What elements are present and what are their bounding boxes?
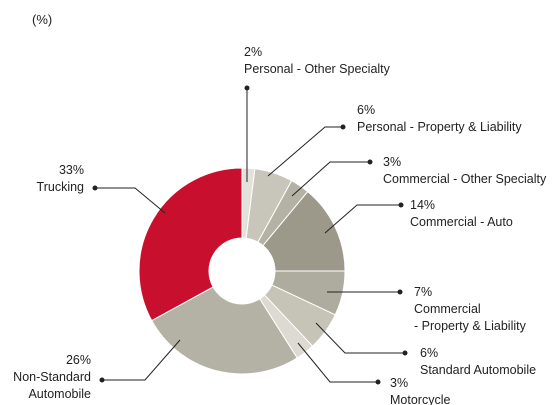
category-label: Commercial - Property & Liability	[414, 302, 526, 333]
slice-label: 6% Personal - Property & Liability	[357, 102, 522, 136]
value-label: 3%	[390, 376, 409, 390]
leader-dot	[244, 85, 250, 91]
slice-label: 3% Commercial - Other Specialty	[383, 154, 546, 188]
category-label: Non-Standard Automobile	[13, 370, 91, 401]
value-label: 2%	[244, 45, 263, 59]
leader-line	[95, 187, 166, 214]
slice-label: 33% Trucking	[37, 162, 84, 196]
leader-line	[297, 342, 378, 383]
slice	[151, 286, 298, 375]
category-label: Personal - Other Specialty	[244, 62, 390, 76]
leader-dot	[397, 289, 403, 295]
slice-label: 26% Non-Standard Automobile	[13, 352, 91, 403]
leader-dot	[398, 202, 404, 208]
leader-line	[315, 322, 405, 354]
leader-dot	[402, 350, 408, 356]
value-label: 3%	[383, 155, 402, 169]
leader-dot	[92, 185, 98, 191]
leader-line	[324, 204, 401, 234]
value-label: 14%	[410, 198, 436, 212]
slice-label: 7% Commercial - Property & Liability	[414, 284, 526, 335]
value-label: 6%	[357, 103, 376, 117]
category-label: Motorcycle	[390, 393, 451, 405]
leader-dot	[99, 377, 105, 383]
slice-label: 14% Commercial - Auto	[410, 197, 513, 231]
slice-label: 3% Motorcycle	[390, 375, 450, 405]
leader-dot	[375, 379, 381, 385]
category-label: Trucking	[36, 180, 84, 194]
slice-label: 2% Personal - Other Specialty	[244, 44, 390, 78]
value-label: 26%	[65, 353, 91, 367]
value-label: 33%	[58, 163, 84, 177]
category-label: Standard Automobile	[420, 363, 537, 377]
leader-dot	[340, 124, 346, 130]
category-label: Commercial - Other Specialty	[383, 172, 547, 186]
leader-dot	[367, 159, 373, 165]
slice	[138, 167, 243, 322]
leader-line	[102, 339, 181, 381]
category-label: Commercial - Auto	[410, 215, 513, 229]
value-label: 6%	[420, 346, 439, 360]
slice-label: 6% Standard Automobile	[420, 345, 536, 379]
leader-line	[291, 161, 370, 197]
leader-line	[267, 126, 343, 177]
category-label: Personal - Property & Liability	[357, 120, 522, 134]
value-label: 7%	[414, 285, 433, 299]
chart-title: (%)	[32, 12, 53, 27]
